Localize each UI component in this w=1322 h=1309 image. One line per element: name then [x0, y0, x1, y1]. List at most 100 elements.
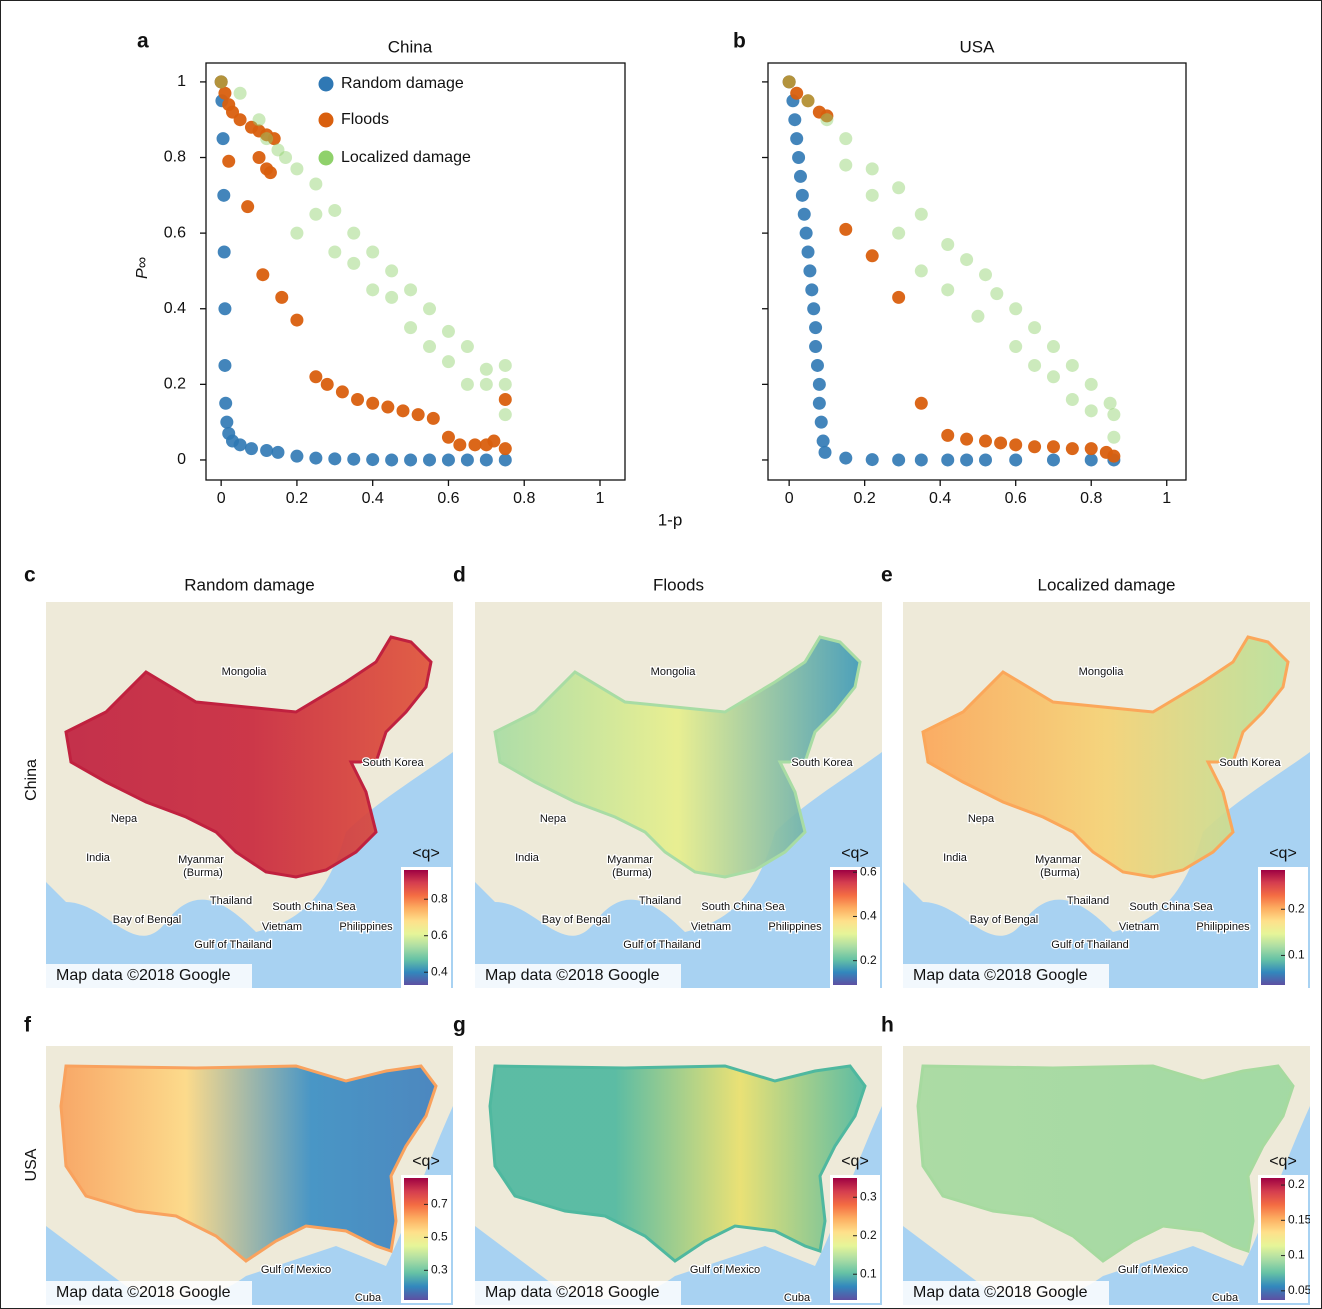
point	[941, 283, 954, 296]
map-credit: Map data ©2018 Google	[913, 967, 1088, 984]
map-label: Thailand	[1067, 895, 1109, 907]
x-tick-label: 0.2	[286, 490, 308, 507]
chart-title: USA	[960, 37, 996, 56]
point	[1085, 442, 1098, 455]
series	[783, 75, 1121, 443]
point	[366, 397, 379, 410]
point	[241, 200, 254, 213]
y-tick-label: 0.2	[164, 376, 186, 393]
map-label: Philippines	[768, 921, 822, 933]
point	[423, 302, 436, 315]
point	[499, 393, 512, 406]
colorbar	[833, 1178, 857, 1300]
point	[960, 433, 973, 446]
point	[783, 75, 796, 88]
point	[1009, 438, 1022, 451]
point	[328, 452, 341, 465]
colorbar-title: <q>	[412, 1153, 440, 1170]
point	[839, 452, 852, 465]
point	[347, 227, 360, 240]
point	[796, 189, 809, 202]
point	[219, 397, 232, 410]
map-label: Philippines	[1196, 921, 1250, 933]
map-label: Vietnam	[691, 921, 731, 933]
point	[253, 151, 266, 164]
panel-letter: g	[453, 1014, 466, 1037]
panel-letter: e	[881, 564, 893, 587]
map-label: Gulf of Thailand	[1051, 939, 1128, 951]
x-tick-label: 0.6	[1005, 490, 1027, 507]
colorbar-tick-label: 0.15	[1288, 1212, 1312, 1226]
x-tick-label: 1	[596, 490, 605, 507]
legend-swatch	[319, 77, 334, 92]
x-tick-label: 0.8	[1080, 490, 1102, 507]
point	[807, 302, 820, 315]
point	[218, 87, 231, 100]
point	[385, 453, 398, 466]
panel-letter: h	[881, 1014, 894, 1037]
point	[1107, 408, 1120, 421]
map-label: India	[515, 852, 540, 864]
point	[892, 227, 905, 240]
point	[1047, 440, 1060, 453]
point	[290, 227, 303, 240]
colorbar-title: <q>	[841, 845, 869, 862]
point	[1009, 340, 1022, 353]
point	[309, 370, 322, 383]
point	[817, 435, 830, 448]
point	[1107, 450, 1120, 463]
point	[215, 75, 228, 88]
point	[442, 431, 455, 444]
colorbar-title: <q>	[1269, 1153, 1297, 1170]
y-tick-label: 0.8	[164, 149, 186, 166]
point	[788, 113, 801, 126]
y-tick-label: 0.6	[164, 224, 186, 241]
map-credit: Map data ©2018 Google	[56, 1284, 231, 1301]
map-title: Random damage	[184, 575, 314, 594]
colorbar-tick-label: 0.2	[1288, 1177, 1305, 1191]
map-label: (Burma)	[612, 867, 652, 879]
point	[290, 314, 303, 327]
point	[275, 291, 288, 304]
point	[971, 310, 984, 323]
point	[994, 436, 1007, 449]
point	[1047, 370, 1060, 383]
x-tick-label: 0.8	[513, 490, 535, 507]
point	[234, 113, 247, 126]
colorbar-tick-label: 0.2	[860, 953, 877, 967]
point	[805, 283, 818, 296]
x-tick-label: 0	[785, 490, 794, 507]
map: Gulf of MexicoCubaMap data ©2018 Google<…	[46, 1046, 453, 1305]
point	[336, 385, 349, 398]
point	[811, 359, 824, 372]
point	[218, 359, 231, 372]
point	[461, 378, 474, 391]
point	[892, 453, 905, 466]
panel-letter: c	[24, 564, 36, 587]
colorbar	[404, 1178, 428, 1300]
point	[990, 287, 1003, 300]
map-label: South Korea	[1219, 757, 1281, 769]
point	[1066, 359, 1079, 372]
map-label: (Burma)	[183, 867, 223, 879]
x-tick-label: 0.4	[362, 490, 384, 507]
map-label: Gulf of Mexico	[261, 1264, 331, 1276]
point	[813, 397, 826, 410]
point	[222, 155, 235, 168]
point	[979, 268, 992, 281]
point	[839, 223, 852, 236]
point	[866, 249, 879, 262]
map-label: South Korea	[362, 757, 424, 769]
map-label: Thailand	[639, 895, 681, 907]
point	[499, 442, 512, 455]
point	[798, 208, 811, 221]
map-label: (Burma)	[1040, 867, 1080, 879]
point	[815, 416, 828, 429]
point	[1028, 440, 1041, 453]
colorbar-tick-label: 0.1	[1288, 948, 1305, 962]
colorbar-tick-label: 0.5	[431, 1230, 448, 1244]
point	[245, 442, 258, 455]
map-label: Bay of Bengal	[113, 914, 182, 926]
